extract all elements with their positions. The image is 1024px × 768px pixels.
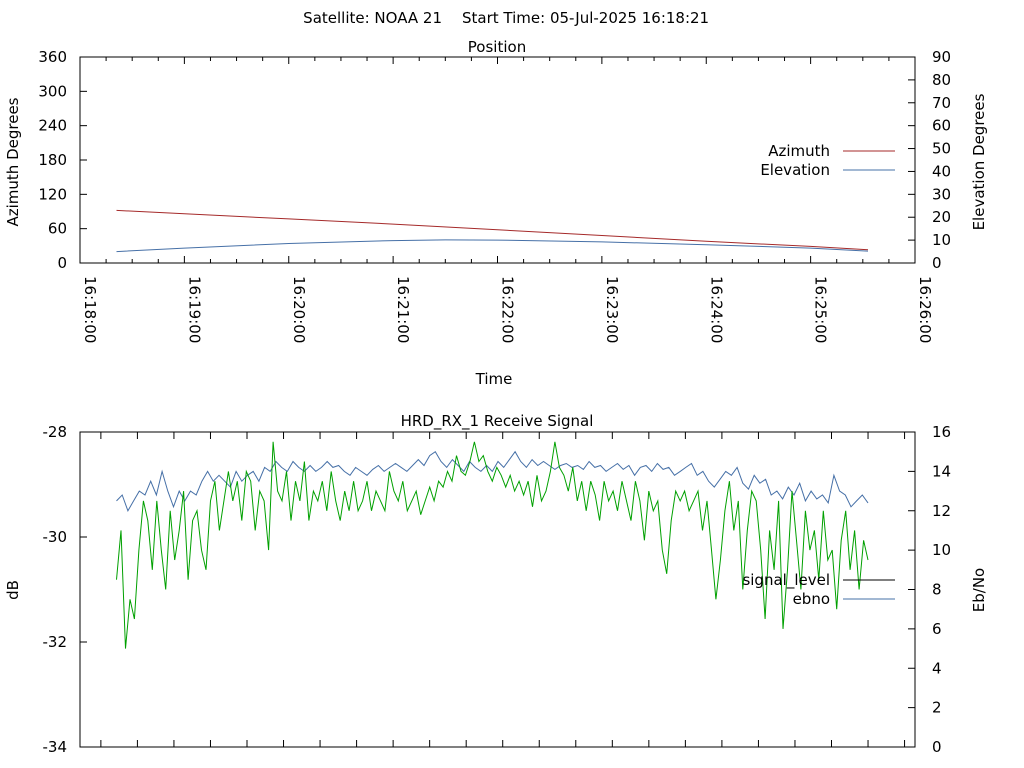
y-tick-labels: -34 -32 -30 -28 [43,423,68,756]
y-axis-label: Azimuth Degrees [4,97,22,226]
y2-tick-label: 10 [932,231,951,249]
x-tick-label: 16:26:00 [916,276,934,343]
series-lines [116,209,869,253]
y2-tick-label: 2 [932,699,942,717]
y-tick-label: 120 [38,185,67,203]
y2-tick-labels: 0 10 20 30 40 50 60 70 80 90 [932,48,951,272]
y2-tick-label: 50 [932,140,951,158]
x-tick-label: 16:23:00 [603,276,621,343]
y-tick-label: -28 [43,423,68,441]
legend-label-elevation: Elevation [760,161,830,179]
x-tick-label: 16:21:00 [394,276,412,343]
y2-tick-label: 30 [932,185,951,203]
x-tick-label: 16:24:00 [707,276,725,343]
satellite-label: Satellite: NOAA 21 [303,9,442,27]
series-line-signal-trace [116,441,869,649]
y2-axis-label: Eb/No [970,568,988,612]
y-tick-label: 180 [38,151,67,169]
y-tick-label: 0 [57,254,67,272]
legend-label-azimuth: Azimuth [768,142,830,160]
chart-title: Position [468,38,526,56]
series-lines [116,441,869,649]
x-tick-label: 16:22:00 [499,276,517,343]
y2-tick-label: 0 [932,254,942,272]
series-line-azimuth [116,209,869,251]
y-tick-labels: 0 60 120 180 240 300 360 [38,48,67,272]
y-tick-label: 240 [38,117,67,135]
series-line-ebno [116,450,869,512]
y-tick-label: -32 [43,633,68,651]
receive-signal-chart: HRD_RX_1 Receive Signal -34 -32 -30 -28 0 2 4… [4,412,988,756]
y-axis-label: dB [4,580,22,600]
plot-frame [79,56,916,264]
tick-marks [79,56,916,264]
x-tick-label: 16:19:00 [185,276,203,343]
plot-frame [79,431,916,748]
tick-marks [80,431,915,748]
y2-tick-label: 14 [932,462,951,480]
y2-tick-label: 20 [932,208,951,226]
y-tick-label: 360 [38,48,67,66]
legend-label-signal-level: signal_level [742,571,830,590]
start-time-label: Start Time: 05-Jul-2025 16:18:21 [462,9,709,27]
y2-tick-label: 40 [932,162,951,180]
x-axis-label: Time [475,370,513,388]
series-line-elevation [116,239,869,253]
x-tick-label: 16:25:00 [812,276,830,343]
y2-axis-label: Elevation Degrees [970,93,988,230]
chart-title: HRD_RX_1 Receive Signal [401,412,594,431]
y2-tick-label: 12 [932,502,951,520]
y2-tick-label: 4 [932,659,942,677]
y-tick-label: 300 [38,82,67,100]
y-tick-label: 60 [48,220,67,238]
x-tick-label: 16:18:00 [81,276,99,343]
x-tick-labels: 16:18:00 16:19:00 16:20:00 16:21:00 16:22:00… [81,276,934,343]
y2-tick-labels: 0 2 4 6 8 10 12 14 16 [932,423,951,756]
y2-tick-label: 60 [932,117,951,135]
legend-label-ebno: ebno [793,590,830,608]
y2-tick-label: 0 [932,738,942,756]
position-chart: Position 0 60 120 180 240 300 360 0 10 20 30 40 50 6… [4,38,988,388]
legend: signal_level ebno [742,571,895,608]
y2-tick-label: 6 [932,620,942,638]
y2-tick-label: 10 [932,541,951,559]
y2-tick-label: 16 [932,423,951,441]
y2-tick-label: 80 [932,71,951,89]
legend: Azimuth Elevation [760,142,895,179]
y-tick-label: -34 [43,738,68,756]
y2-tick-label: 70 [932,94,951,112]
y2-tick-label: 90 [932,48,951,66]
x-tick-label: 16:20:00 [290,276,308,343]
y2-tick-label: 8 [932,581,942,599]
y-tick-label: -30 [43,528,68,546]
